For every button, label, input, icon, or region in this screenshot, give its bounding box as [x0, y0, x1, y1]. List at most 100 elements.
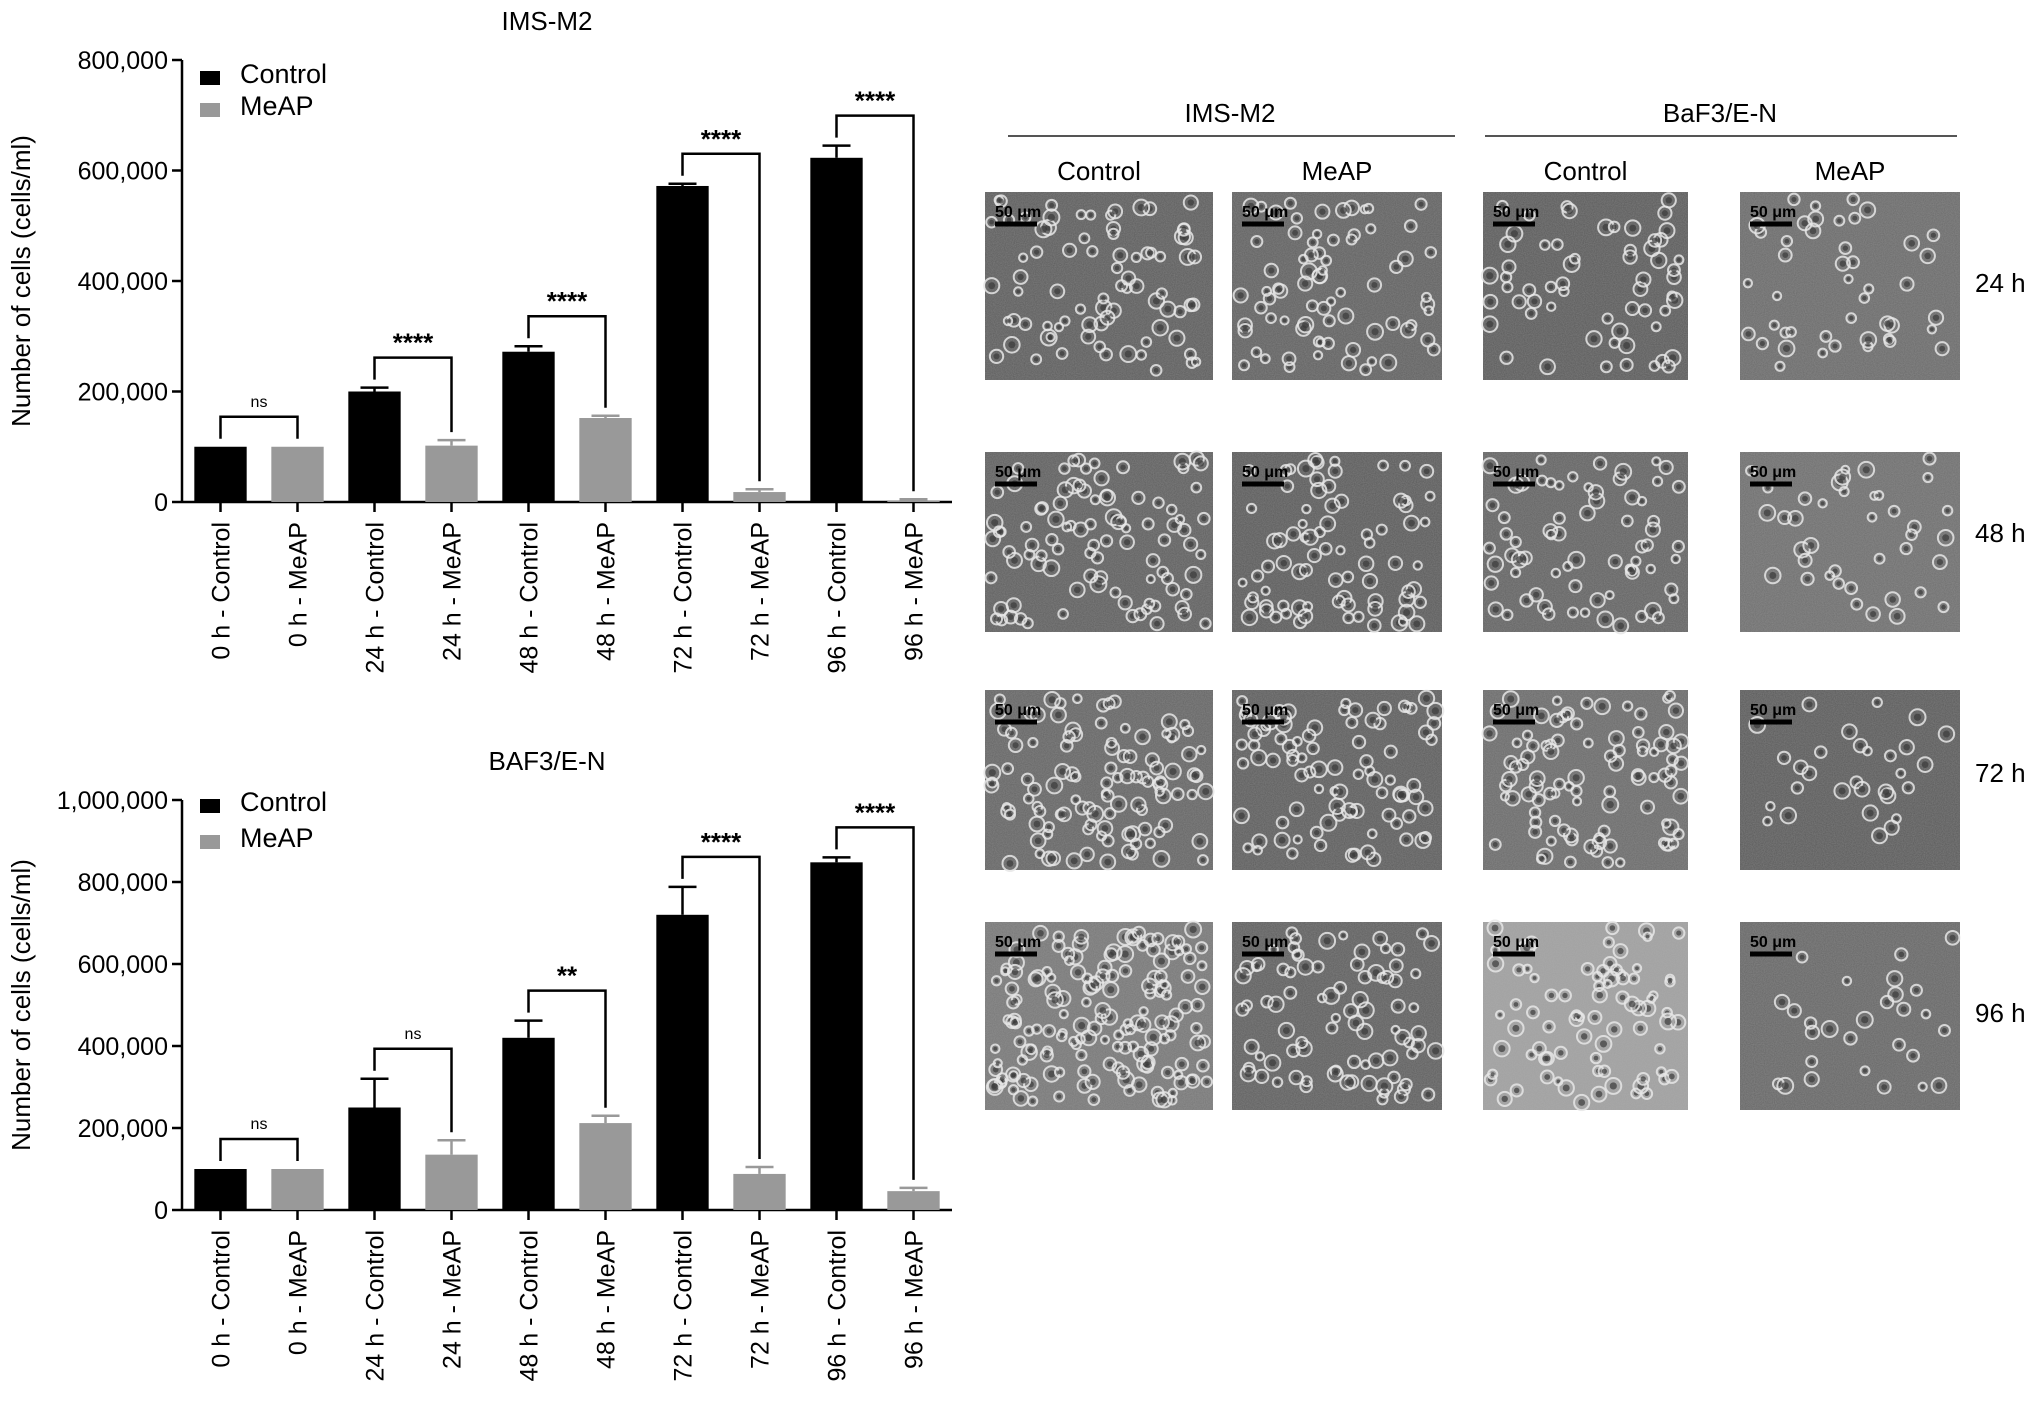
cell	[1390, 817, 1404, 830]
cell	[1896, 1001, 1912, 1017]
cell	[1407, 788, 1425, 806]
cell	[1237, 577, 1248, 588]
cell	[1119, 767, 1136, 785]
cell	[1551, 238, 1564, 251]
cell-core	[1391, 1074, 1397, 1080]
cell	[1261, 559, 1276, 574]
cell-core	[1295, 837, 1300, 842]
cell	[1483, 1072, 1498, 1087]
cell-core	[1088, 212, 1093, 218]
cell	[1496, 199, 1509, 213]
cell	[1138, 1006, 1149, 1017]
cell-core	[1199, 983, 1206, 991]
cell-core	[1291, 945, 1297, 950]
cell	[1349, 957, 1365, 972]
cell	[1390, 942, 1406, 957]
cell	[1170, 787, 1185, 801]
cell	[1497, 511, 1511, 525]
cell-core	[1287, 200, 1293, 206]
cell	[1339, 1074, 1356, 1091]
cell-core	[1137, 1050, 1145, 1058]
cell	[1160, 1065, 1175, 1080]
cell	[1481, 457, 1499, 475]
cell	[1183, 536, 1199, 552]
cell-core	[1030, 1099, 1035, 1104]
cell	[1659, 304, 1672, 317]
cell	[1058, 462, 1071, 475]
cell-core	[1301, 963, 1309, 971]
cell-core	[1325, 340, 1331, 346]
cell	[1624, 219, 1642, 237]
cell	[1110, 261, 1124, 275]
cell	[1070, 794, 1082, 806]
cell-core	[1247, 468, 1252, 473]
cell-core	[988, 282, 996, 290]
cell	[1603, 785, 1617, 798]
cell	[1018, 252, 1029, 263]
cell-core	[1640, 1076, 1646, 1082]
cell	[1143, 1041, 1159, 1057]
cell	[1667, 263, 1681, 278]
cell-core	[1578, 1099, 1586, 1106]
cell-core	[1354, 961, 1361, 968]
cell	[1318, 541, 1333, 556]
cell	[1845, 312, 1858, 324]
cell	[1507, 1019, 1525, 1037]
cell	[1286, 847, 1299, 860]
cell	[1531, 1041, 1547, 1057]
cell	[1326, 759, 1344, 776]
cell	[1291, 735, 1303, 747]
cell	[1790, 781, 1805, 795]
cell	[1393, 1089, 1409, 1104]
cell	[1944, 929, 1961, 946]
cell-core	[1139, 1021, 1147, 1028]
cell	[1111, 1040, 1124, 1053]
cell-core	[1839, 260, 1846, 267]
cell	[1329, 455, 1341, 467]
cell	[1787, 509, 1804, 527]
cell-core	[1489, 502, 1496, 508]
cell-core	[1850, 259, 1856, 265]
cell	[1027, 737, 1039, 749]
cell	[1120, 843, 1137, 860]
cell-core	[1864, 336, 1872, 344]
cell	[1820, 1019, 1839, 1038]
cell	[984, 530, 1002, 548]
cell-core	[1424, 295, 1429, 300]
cell	[1589, 592, 1606, 609]
cell-core	[1642, 307, 1648, 314]
cell-core	[1846, 728, 1853, 735]
cell-core	[1629, 224, 1637, 232]
cell	[1535, 454, 1547, 466]
cell-core	[1584, 509, 1591, 517]
cell	[1010, 993, 1023, 1006]
cell-core	[1552, 818, 1558, 824]
cell-core	[989, 219, 994, 225]
cell-core	[1854, 601, 1860, 607]
significance-label: ns	[405, 1026, 422, 1043]
cell-core	[1075, 696, 1080, 701]
micrograph-tile: 50 μm	[1232, 689, 1445, 870]
cell-core	[1302, 464, 1310, 473]
cell	[1828, 339, 1842, 353]
cell	[1120, 523, 1132, 534]
cell-core	[1194, 359, 1198, 364]
cell-core	[1242, 327, 1249, 334]
cell	[1093, 470, 1110, 487]
cell	[1269, 610, 1283, 624]
cell-core	[1296, 604, 1303, 612]
cell	[1647, 233, 1663, 248]
cell	[1394, 1028, 1411, 1046]
cell-core	[1422, 805, 1429, 812]
cell	[1316, 992, 1328, 1004]
cell	[1015, 1072, 1032, 1089]
cell	[1658, 723, 1675, 741]
cell-core	[1663, 728, 1670, 736]
cell-core	[1839, 473, 1846, 481]
cell-core	[1295, 952, 1300, 957]
cell	[1550, 733, 1565, 748]
cell-core	[1124, 350, 1132, 358]
cell	[1509, 760, 1523, 774]
cell-core	[1398, 1093, 1405, 1100]
cell	[1664, 1068, 1680, 1084]
